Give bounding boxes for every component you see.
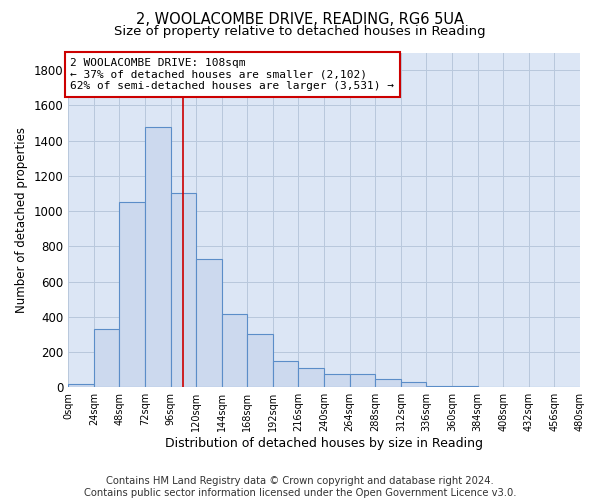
Bar — [401, 382, 427, 388]
Bar — [273, 361, 298, 388]
Bar — [247, 334, 273, 388]
Text: Contains HM Land Registry data © Crown copyright and database right 2024.
Contai: Contains HM Land Registry data © Crown c… — [84, 476, 516, 498]
Y-axis label: Number of detached properties: Number of detached properties — [15, 127, 28, 313]
Text: Size of property relative to detached houses in Reading: Size of property relative to detached ho… — [114, 25, 486, 38]
Bar — [170, 194, 196, 388]
Bar — [427, 386, 452, 388]
Bar — [375, 380, 401, 388]
Bar — [119, 202, 145, 388]
Bar — [94, 329, 119, 388]
Text: 2 WOOLACOMBE DRIVE: 108sqm
← 37% of detached houses are smaller (2,102)
62% of s: 2 WOOLACOMBE DRIVE: 108sqm ← 37% of deta… — [70, 58, 394, 91]
Bar — [452, 386, 478, 388]
Bar — [298, 368, 324, 388]
X-axis label: Distribution of detached houses by size in Reading: Distribution of detached houses by size … — [165, 437, 483, 450]
Bar — [350, 374, 375, 388]
Bar — [196, 258, 222, 388]
Bar — [145, 126, 170, 388]
Bar — [68, 384, 94, 388]
Text: 2, WOOLACOMBE DRIVE, READING, RG6 5UA: 2, WOOLACOMBE DRIVE, READING, RG6 5UA — [136, 12, 464, 28]
Bar — [222, 314, 247, 388]
Bar — [324, 374, 350, 388]
